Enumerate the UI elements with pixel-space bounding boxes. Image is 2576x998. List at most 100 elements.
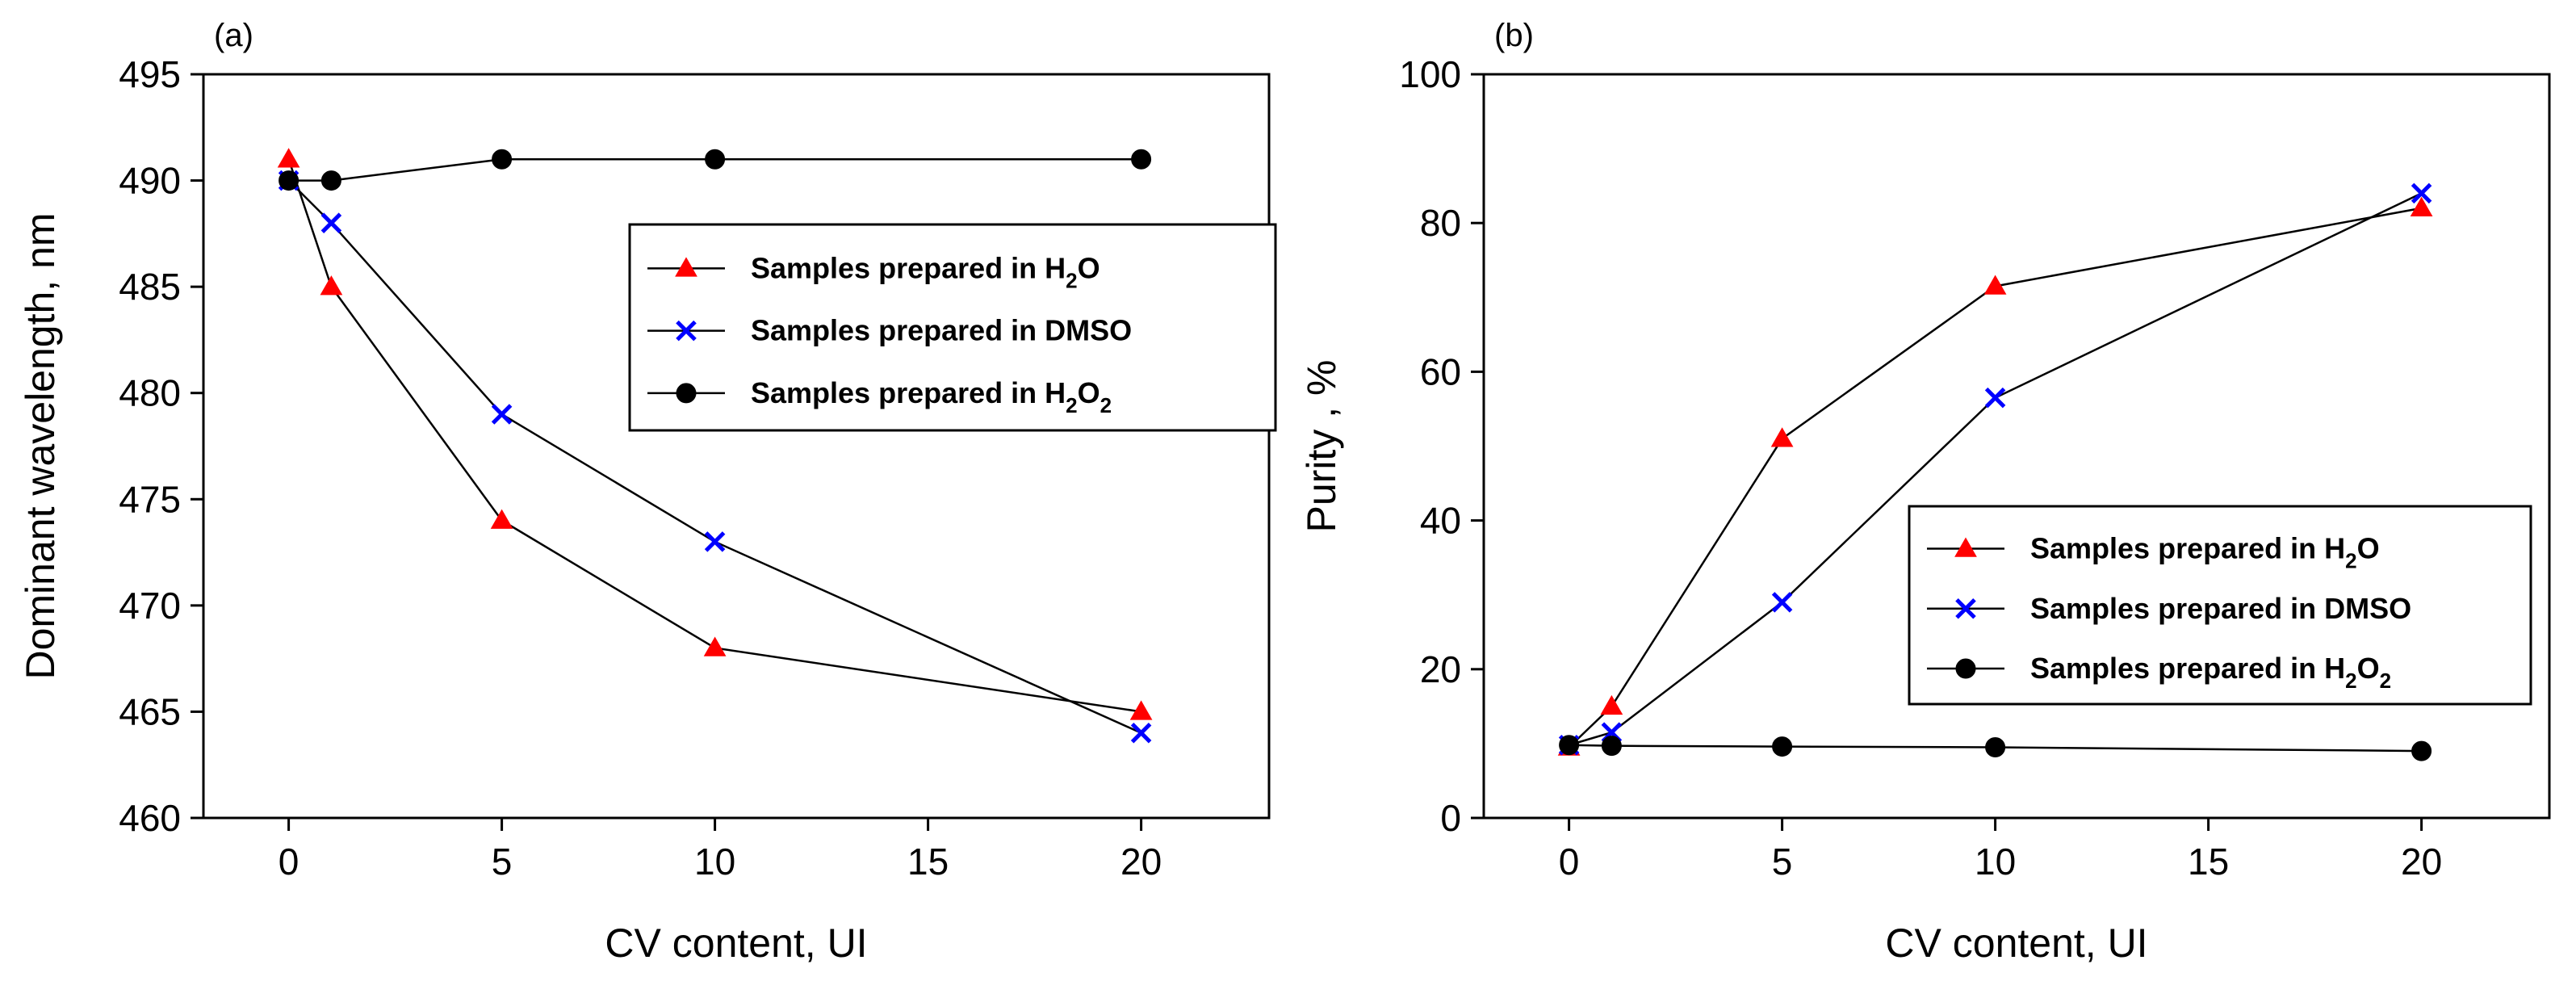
- data-point-dmso: [491, 404, 513, 425]
- legend-marker-h2o: [675, 257, 697, 277]
- x-axis-title: CV content, UI: [1885, 920, 2147, 966]
- legend-marker-h2o: [1954, 537, 1977, 557]
- legend-marker-dmso-stroke-2: [1955, 598, 1976, 619]
- y-tick-label: 475: [119, 478, 181, 520]
- data-point-h2o2: [1985, 737, 2006, 758]
- data-point-dmso-stroke-2: [491, 404, 513, 425]
- y-tick-label: 80: [1420, 202, 1461, 244]
- x-axis-title: CV content, UI: [605, 920, 867, 966]
- data-point-h2o2: [1131, 149, 1152, 170]
- data-point-h2o: [490, 509, 513, 529]
- data-point-h2o: [703, 636, 727, 656]
- x-tick-label: 15: [2188, 841, 2229, 883]
- legend-marker-dmso-stroke-2: [676, 320, 697, 342]
- y-tick-label: 470: [119, 585, 181, 627]
- legend-label: Samples prepared in H2O: [751, 251, 1100, 292]
- data-point-h2o: [1600, 694, 1623, 715]
- x-tick-label: 20: [1120, 841, 1162, 883]
- data-point-h2o: [2410, 196, 2433, 217]
- data-point-h2o: [1983, 275, 2007, 295]
- data-point-dmso: [2411, 182, 2432, 204]
- y-tick-label: 460: [119, 797, 181, 839]
- legend-label-tail: O: [2357, 532, 2380, 565]
- panel-label: (a): [214, 18, 253, 53]
- x-tick-label: 5: [492, 841, 513, 883]
- legend-item-dmso: Samples prepared in DMSO: [1927, 592, 2411, 625]
- legend-box: [1908, 505, 2532, 706]
- legend-marker-h2o2: [676, 383, 697, 404]
- panel-label: (b): [1494, 18, 1534, 53]
- legend-label: Samples prepared in H2O2: [751, 376, 1112, 417]
- y-tick-label: 40: [1420, 500, 1461, 542]
- data-point-h2o: [1770, 427, 1794, 447]
- x-tick-label: 20: [2401, 841, 2442, 883]
- legend-label-subscript: 2: [1066, 393, 1077, 417]
- x-tick-label: 15: [907, 841, 949, 883]
- data-point-dmso: [704, 531, 726, 552]
- legend-label-subscript: 2: [1066, 268, 1077, 292]
- legend-item-h2o: Samples prepared in H2O: [647, 251, 1100, 292]
- chart-panel-b: 0 20 40 60 80 100 0 5 10 15 20 CV content, UI Purity…: [1299, 18, 2551, 966]
- y-axis-title: Dominant wavelength, nm: [18, 212, 63, 679]
- legend-label-text: Samples prepared in H: [2030, 532, 2345, 565]
- y-tick-label: 20: [1420, 648, 1461, 690]
- legend-label-subscript-2: 2: [2380, 669, 2391, 693]
- y-tick-label: 485: [119, 266, 181, 308]
- legend-label-text: Samples prepared in H: [751, 376, 1066, 409]
- legend-label-text: Samples prepared in DMSO: [751, 314, 1132, 347]
- legend-marker-dmso: [1955, 598, 1976, 619]
- y-tick-label: 490: [119, 160, 181, 202]
- legend-label: Samples prepared in H2O2: [2030, 652, 2391, 693]
- y-axis-title: Purity , %: [1299, 360, 1344, 533]
- legend-box: [628, 223, 1277, 432]
- legend-label-text: Samples prepared in DMSO: [2030, 592, 2411, 625]
- data-point-h2o2: [705, 149, 726, 170]
- legend-item-dmso: Samples prepared in DMSO: [647, 314, 1132, 347]
- x-tick-label: 0: [1559, 841, 1580, 883]
- series-h2o2: [279, 149, 1152, 191]
- legend-item-h2o: Samples prepared in H2O: [1927, 532, 2380, 573]
- legend-label-subscript: 2: [2345, 549, 2356, 573]
- legend-label-tail: O: [1078, 251, 1100, 284]
- y-tick-label: 495: [119, 53, 181, 95]
- data-point-dmso: [1130, 722, 1152, 744]
- data-point-dmso-stroke-2: [1130, 722, 1152, 744]
- x-tick-label: 5: [1772, 841, 1793, 883]
- legend-label-tail: O: [2357, 652, 2380, 685]
- y-tick-label: 100: [1399, 53, 1461, 95]
- y-tick-label: 60: [1420, 350, 1461, 392]
- legend-label-subscript: 2: [2345, 669, 2356, 693]
- data-point-dmso-stroke-2: [1984, 387, 2006, 409]
- data-point-h2o2: [1601, 736, 1622, 757]
- y-tick-label: 0: [1440, 797, 1461, 839]
- legend-label-text: Samples prepared in H: [751, 251, 1066, 284]
- legend-label-tail: O: [1078, 376, 1100, 409]
- plot-frame: [202, 73, 1271, 820]
- x-tick-label: 0: [279, 841, 299, 883]
- series-dmso: [278, 170, 1152, 744]
- data-point-dmso: [1771, 592, 1793, 613]
- x-tick-label: 10: [694, 841, 735, 883]
- series-h2o2: [1559, 735, 2432, 761]
- legend-item-h2o2: Samples prepared in H2O2: [1927, 652, 2391, 693]
- legend-marker-dmso: [676, 320, 697, 342]
- legend-marker-h2o2: [1955, 658, 1976, 679]
- data-point-h2o2: [2411, 740, 2432, 761]
- series-h2o: [277, 148, 1153, 720]
- data-point-dmso-stroke-2: [2411, 182, 2432, 204]
- data-point-h2o: [320, 275, 343, 296]
- data-point-dmso-stroke-2: [320, 212, 342, 233]
- legend-label-subscript-2: 2: [1100, 393, 1112, 417]
- chart-panel-a: 460 465 470 475 480 485 490 495 0 5 10 15 20 CV conte…: [18, 18, 1277, 966]
- y-tick-label: 480: [119, 372, 181, 414]
- data-point-h2o2: [279, 170, 299, 191]
- legend-label: Samples prepared in DMSO: [2030, 592, 2411, 625]
- data-point-dmso-stroke-2: [1771, 592, 1793, 613]
- data-point-dmso: [320, 212, 342, 233]
- legend-label: Samples prepared in H2O: [2030, 532, 2380, 573]
- data-point-h2o2: [320, 170, 341, 191]
- data-point-h2o: [277, 148, 300, 168]
- legend-item-h2o2: Samples prepared in H2O2: [647, 376, 1112, 417]
